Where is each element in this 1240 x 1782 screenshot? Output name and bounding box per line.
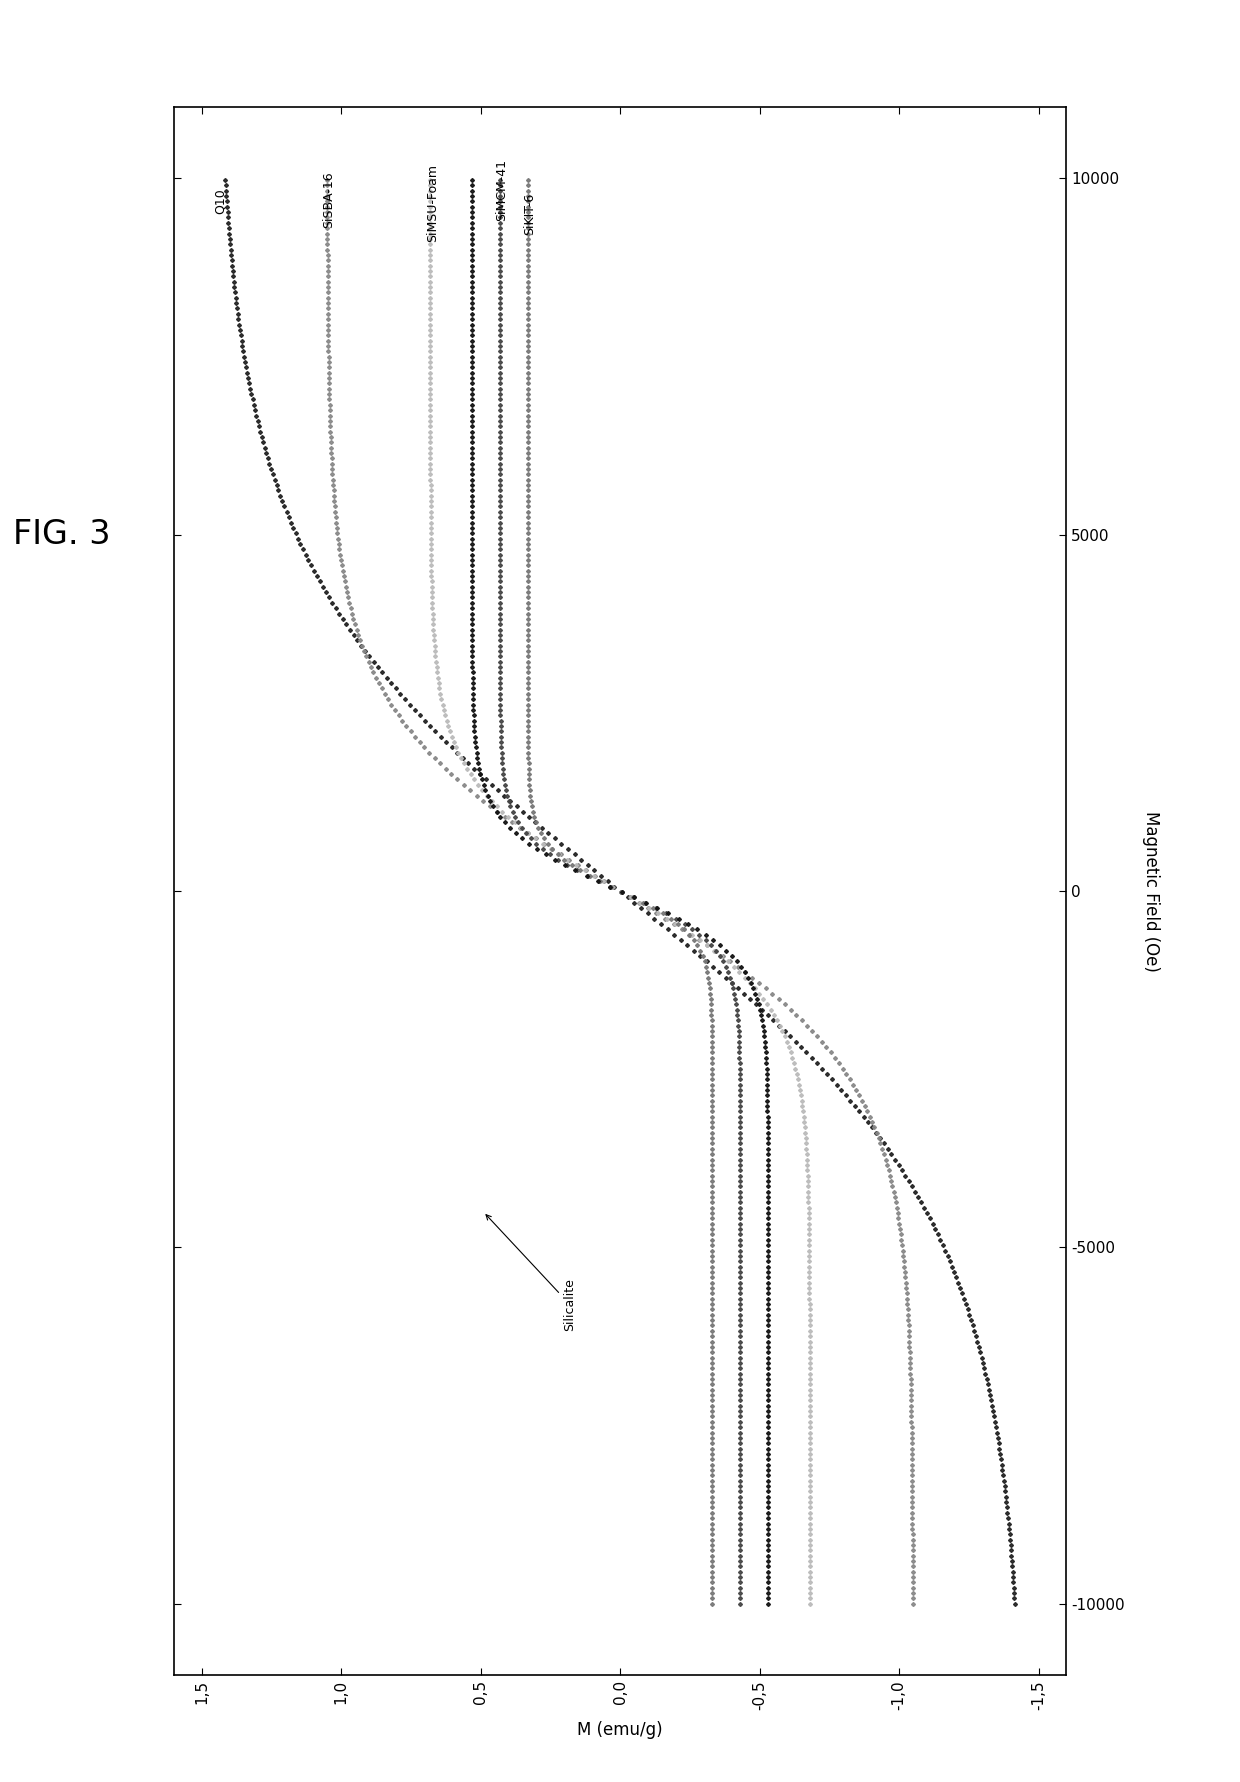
Text: FIG. 3: FIG. 3 bbox=[14, 519, 110, 551]
Text: Silicalite: Silicalite bbox=[486, 1215, 577, 1331]
Y-axis label: Magnetic Field (Oe): Magnetic Field (Oe) bbox=[1142, 811, 1159, 971]
X-axis label: M (emu/g): M (emu/g) bbox=[577, 1721, 663, 1739]
Text: SiMCM-41: SiMCM-41 bbox=[496, 159, 508, 221]
Text: SiMSU-Foam: SiMSU-Foam bbox=[425, 164, 439, 242]
Text: Q10: Q10 bbox=[213, 189, 227, 214]
Text: SiKIT-6: SiKIT-6 bbox=[523, 192, 536, 235]
Text: SiSBA-16: SiSBA-16 bbox=[322, 171, 335, 228]
